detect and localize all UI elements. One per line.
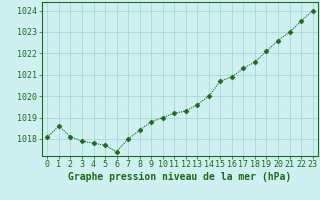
X-axis label: Graphe pression niveau de la mer (hPa): Graphe pression niveau de la mer (hPa) — [68, 172, 292, 182]
